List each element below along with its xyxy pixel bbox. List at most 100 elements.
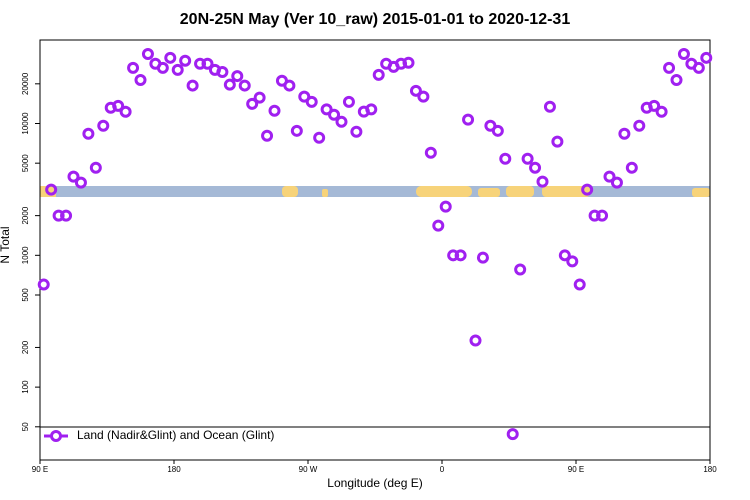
point [469, 334, 482, 347]
point [37, 278, 50, 291]
point [506, 428, 519, 441]
point [663, 61, 676, 74]
point [409, 84, 422, 97]
point [700, 51, 713, 64]
point [462, 113, 475, 126]
point [67, 170, 80, 183]
point [112, 99, 125, 112]
point [179, 54, 192, 67]
point [74, 176, 87, 189]
point [60, 209, 73, 222]
y-tick-label: 50 [21, 422, 30, 431]
chart-title: 20N-25N May (Ver 10_raw) 2015-01-01 to 2… [180, 11, 571, 28]
point [223, 78, 236, 91]
point [625, 161, 638, 174]
point [246, 97, 259, 110]
land-ocean-strip [40, 186, 710, 197]
point [268, 104, 281, 117]
plot-frame [39, 39, 711, 461]
point [447, 249, 460, 262]
point [581, 183, 594, 196]
point [305, 95, 318, 108]
point [350, 125, 363, 138]
point [692, 61, 705, 74]
point [238, 79, 251, 92]
point [156, 61, 169, 74]
point [529, 161, 542, 174]
point [231, 70, 244, 83]
point [424, 146, 437, 159]
y-tick-label: 20000 [21, 72, 30, 95]
point [171, 63, 184, 76]
point [603, 170, 616, 183]
point [194, 57, 207, 70]
point [216, 65, 229, 78]
point [328, 108, 341, 121]
point [127, 61, 140, 74]
y-tick-label: 2000 [21, 206, 30, 224]
point [372, 68, 385, 81]
point [558, 249, 571, 262]
point [186, 79, 199, 92]
x-tick-label: 90 E [568, 465, 584, 474]
point [655, 105, 668, 118]
point [476, 251, 489, 264]
point [119, 105, 132, 118]
legend-marker [50, 430, 62, 442]
point [402, 56, 415, 69]
y-tick-label: 10000 [21, 112, 30, 135]
point [365, 103, 378, 116]
x-tick-label: 90 W [299, 465, 318, 474]
point [134, 73, 147, 86]
y-tick-label: 5000 [21, 154, 30, 172]
y-tick-label: 100 [21, 380, 30, 394]
point [432, 219, 445, 232]
point [536, 175, 549, 188]
point [164, 51, 177, 64]
point [45, 183, 58, 196]
point [82, 127, 95, 140]
point [573, 278, 586, 291]
point [52, 209, 65, 222]
point [261, 129, 274, 142]
point [439, 200, 452, 213]
point [670, 73, 683, 86]
point [566, 255, 579, 268]
point [417, 90, 430, 103]
x-tick-label: 180 [167, 465, 181, 474]
point [633, 119, 646, 132]
point [610, 176, 623, 189]
point [290, 124, 303, 137]
point [342, 95, 355, 108]
y-tick-label: 500 [21, 288, 30, 302]
point [514, 263, 527, 276]
point [201, 57, 214, 70]
y-axis-label: N Total [0, 226, 12, 263]
point [499, 152, 512, 165]
point [313, 131, 326, 144]
point [648, 99, 661, 112]
point [97, 119, 110, 132]
x-tick-label: 90 E [32, 465, 48, 474]
x-axis-label: Longitude (deg E) [327, 476, 422, 490]
point [454, 249, 467, 262]
point [320, 103, 333, 116]
point [596, 209, 609, 222]
point [588, 209, 601, 222]
x-tick-label: 180 [703, 465, 717, 474]
point [141, 47, 154, 60]
point [335, 115, 348, 128]
point [253, 91, 266, 104]
point [298, 90, 311, 103]
point [543, 100, 556, 113]
point [521, 152, 534, 165]
point [618, 127, 631, 140]
x-tick-label: 0 [440, 465, 445, 474]
y-tick-label: 1000 [21, 246, 30, 264]
point [491, 124, 504, 137]
point [677, 47, 690, 60]
point [283, 79, 296, 92]
point [551, 135, 564, 148]
legend-label: Land (Nadir&Glint) and Ocean (Glint) [77, 428, 274, 442]
